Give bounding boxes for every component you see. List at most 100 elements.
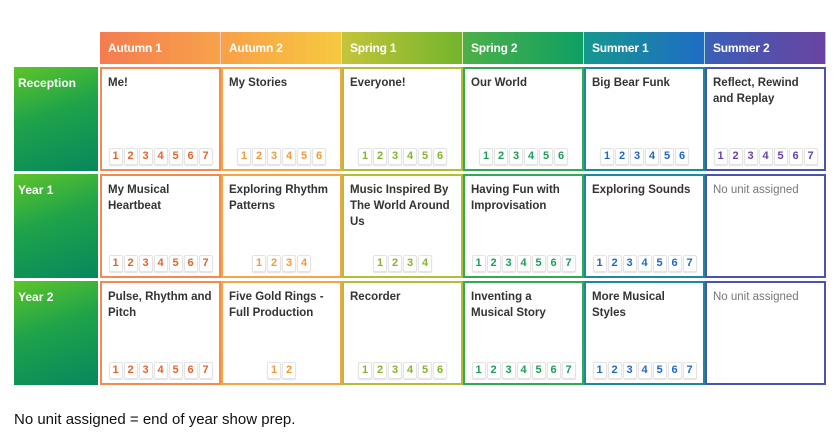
lesson-number[interactable]: 1: [373, 255, 387, 272]
lesson-number[interactable]: 7: [198, 362, 213, 379]
lesson-number[interactable]: 7: [561, 362, 576, 379]
unit-cell[interactable]: Everyone! 1 2 3 4 5 6: [342, 67, 463, 171]
lesson-number[interactable]: 3: [388, 362, 402, 379]
lesson-number[interactable]: 2: [486, 255, 501, 272]
lesson-number[interactable]: 6: [788, 148, 803, 165]
lesson-number[interactable]: 1: [108, 362, 123, 379]
lesson-number[interactable]: 5: [297, 148, 311, 165]
lesson-number[interactable]: 1: [479, 148, 493, 165]
lesson-number[interactable]: 2: [373, 148, 387, 165]
lesson-number[interactable]: 5: [531, 362, 546, 379]
unit-cell[interactable]: Having Fun with Improvisation 1 2 3 4 5 6 7: [463, 174, 584, 278]
unit-cell[interactable]: No unit assigned: [705, 174, 826, 278]
unit-cell[interactable]: My Musical Heartbeat 1 2 3 4 5 6 7: [100, 174, 221, 278]
lesson-number[interactable]: 2: [373, 362, 387, 379]
unit-cell[interactable]: Me! 1 2 3 4 5 6 7: [100, 67, 221, 171]
lesson-number[interactable]: 7: [198, 148, 213, 165]
lesson-number[interactable]: 2: [123, 148, 138, 165]
lesson-number[interactable]: 7: [682, 362, 697, 379]
lesson-number[interactable]: 5: [418, 148, 432, 165]
lesson-number[interactable]: 4: [758, 148, 773, 165]
lesson-number[interactable]: 1: [358, 362, 372, 379]
lesson-number[interactable]: 2: [123, 255, 138, 272]
lesson-number[interactable]: 5: [652, 362, 667, 379]
lesson-number[interactable]: 3: [622, 362, 637, 379]
lesson-number[interactable]: 6: [546, 362, 561, 379]
lesson-number[interactable]: 1: [237, 148, 251, 165]
lesson-number[interactable]: 3: [267, 148, 281, 165]
lesson-number[interactable]: 4: [645, 148, 659, 165]
lesson-number[interactable]: 6: [183, 362, 198, 379]
lesson-number[interactable]: 5: [531, 255, 546, 272]
unit-cell[interactable]: Recorder 1 2 3 4 5 6: [342, 281, 463, 385]
unit-cell[interactable]: More Musical Styles 1 2 3 4 5 6 7: [584, 281, 705, 385]
unit-cell[interactable]: Music Inspired By The World Around Us 1 2 3…: [342, 174, 463, 278]
lesson-number[interactable]: 1: [358, 148, 372, 165]
lesson-number[interactable]: 2: [486, 362, 501, 379]
unit-cell[interactable]: Reflect, Rewind and Replay 1 2 3 4 5 6 7: [705, 67, 826, 171]
lesson-number[interactable]: 5: [539, 148, 553, 165]
lesson-number[interactable]: 4: [153, 148, 168, 165]
lesson-number[interactable]: 7: [561, 255, 576, 272]
unit-cell[interactable]: No unit assigned: [705, 281, 826, 385]
lesson-number[interactable]: 5: [168, 255, 183, 272]
lesson-number[interactable]: 5: [418, 362, 432, 379]
lesson-number[interactable]: 3: [509, 148, 523, 165]
lesson-number[interactable]: 6: [183, 255, 198, 272]
lesson-number[interactable]: 4: [418, 255, 432, 272]
lesson-number[interactable]: 1: [592, 255, 607, 272]
lesson-number[interactable]: 4: [524, 148, 538, 165]
lesson-number[interactable]: 2: [282, 362, 296, 379]
unit-cell[interactable]: Our World 1 2 3 4 5 6: [463, 67, 584, 171]
lesson-number[interactable]: 4: [403, 362, 417, 379]
unit-cell[interactable]: Inventing a Musical Story 1 2 3 4 5 6 7: [463, 281, 584, 385]
lesson-number[interactable]: 4: [297, 255, 311, 272]
unit-cell[interactable]: Pulse, Rhythm and Pitch 1 2 3 4 5 6 7: [100, 281, 221, 385]
lesson-number[interactable]: 2: [607, 362, 622, 379]
lesson-number[interactable]: 6: [675, 148, 689, 165]
unit-cell[interactable]: Five Gold Rings - Full Production 1 2: [221, 281, 342, 385]
lesson-number[interactable]: 5: [168, 148, 183, 165]
lesson-number[interactable]: 4: [153, 255, 168, 272]
lesson-number[interactable]: 2: [252, 148, 266, 165]
lesson-number[interactable]: 5: [168, 362, 183, 379]
lesson-number[interactable]: 3: [388, 148, 402, 165]
lesson-number[interactable]: 3: [138, 362, 153, 379]
lesson-number[interactable]: 1: [108, 148, 123, 165]
lesson-number[interactable]: 4: [516, 255, 531, 272]
lesson-number[interactable]: 6: [667, 362, 682, 379]
lesson-number[interactable]: 3: [282, 255, 296, 272]
lesson-number[interactable]: 1: [267, 362, 281, 379]
lesson-number[interactable]: 3: [501, 362, 516, 379]
lesson-number[interactable]: 6: [546, 255, 561, 272]
lesson-number[interactable]: 5: [652, 255, 667, 272]
lesson-number[interactable]: 2: [607, 255, 622, 272]
unit-cell[interactable]: Big Bear Funk 1 2 3 4 5 6: [584, 67, 705, 171]
lesson-number[interactable]: 6: [433, 148, 447, 165]
lesson-number[interactable]: 6: [433, 362, 447, 379]
lesson-number[interactable]: 2: [494, 148, 508, 165]
lesson-number[interactable]: 4: [403, 148, 417, 165]
lesson-number[interactable]: 4: [153, 362, 168, 379]
lesson-number[interactable]: 3: [501, 255, 516, 272]
lesson-number[interactable]: 6: [554, 148, 568, 165]
lesson-number[interactable]: 3: [622, 255, 637, 272]
lesson-number[interactable]: 2: [123, 362, 138, 379]
lesson-number[interactable]: 3: [743, 148, 758, 165]
lesson-number[interactable]: 3: [403, 255, 417, 272]
lesson-number[interactable]: 4: [516, 362, 531, 379]
unit-cell[interactable]: My Stories 1 2 3 4 5 6: [221, 67, 342, 171]
lesson-number[interactable]: 1: [471, 362, 486, 379]
lesson-number[interactable]: 4: [637, 255, 652, 272]
lesson-number[interactable]: 3: [630, 148, 644, 165]
lesson-number[interactable]: 3: [138, 255, 153, 272]
lesson-number[interactable]: 1: [471, 255, 486, 272]
lesson-number[interactable]: 3: [138, 148, 153, 165]
lesson-number[interactable]: 4: [637, 362, 652, 379]
lesson-number[interactable]: 1: [592, 362, 607, 379]
lesson-number[interactable]: 2: [388, 255, 402, 272]
lesson-number[interactable]: 6: [183, 148, 198, 165]
lesson-number[interactable]: 5: [660, 148, 674, 165]
lesson-number[interactable]: 1: [108, 255, 123, 272]
unit-cell[interactable]: Exploring Rhythm Patterns 1 2 3 4: [221, 174, 342, 278]
